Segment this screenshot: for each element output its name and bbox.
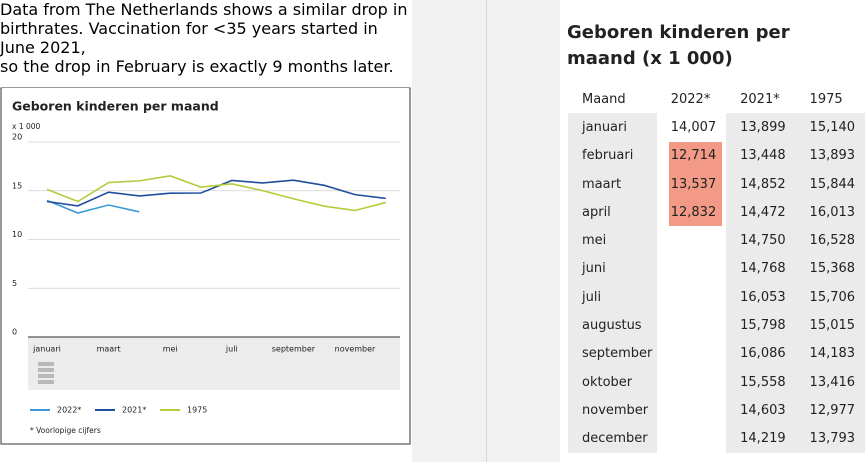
legend-label: 1975 — [187, 406, 207, 415]
y-tick-label: 5 — [12, 279, 17, 288]
value-cell — [656, 254, 727, 284]
month-cell: november — [568, 396, 657, 425]
table-row: oktober 15,558 13,416 — [568, 367, 865, 397]
legend-label: 2021* — [122, 406, 146, 415]
axis-band — [28, 337, 400, 390]
value-cell — [656, 396, 727, 425]
value-cell — [656, 226, 727, 255]
column-header: 1975 — [809, 91, 843, 107]
post-line: Data from The Netherlands shows a simila… — [0, 0, 408, 19]
post-line: so the drop in February is exactly 9 mon… — [0, 57, 394, 76]
series-line — [46, 175, 387, 212]
series-line — [46, 199, 140, 214]
table-row: april 12,832 14,472 16,013 — [568, 198, 865, 227]
table-row: januari 14,007 13,899 15,140 — [568, 113, 865, 142]
value-cell: 13,899 — [726, 113, 796, 142]
table-row: februari 12,714 13,448 13,893 — [568, 141, 865, 170]
table-title: Geboren kinderen per maand (x 1 000) — [567, 22, 790, 69]
left-page: Geboren kinderen per maand x 1 000 * Voo… — [0, 0, 412, 462]
value-cell — [656, 311, 727, 340]
value-cell: 13,416 — [795, 367, 865, 397]
value-cell: 16,053 — [726, 283, 796, 312]
value-cell — [656, 283, 727, 312]
month-cell: april — [568, 198, 657, 227]
logo — [38, 362, 54, 384]
table-row: november 14,603 12,977 — [568, 396, 865, 425]
y-tick-label: 15 — [12, 181, 22, 190]
x-tick-label: juli — [225, 345, 238, 354]
x-tick-label: maart — [97, 345, 121, 354]
value-cell: 13,537 — [656, 169, 727, 199]
month-cell: januari — [568, 113, 657, 142]
value-cell: 16,528 — [795, 226, 865, 255]
y-tick-label: 10 — [12, 230, 22, 239]
table-row: augustus 15,798 15,015 — [568, 311, 865, 340]
table-row: maart 13,537 14,852 15,844 — [568, 169, 865, 199]
month-cell: oktober — [568, 367, 657, 397]
legend-label: 2022* — [57, 406, 81, 415]
value-cell: 15,368 — [795, 254, 865, 284]
y-tick-label: 20 — [12, 133, 22, 142]
table-row: september 16,086 14,183 — [568, 339, 865, 368]
month-cell: juli — [568, 283, 657, 312]
value-cell: 15,140 — [795, 113, 865, 142]
value-cell — [656, 339, 727, 368]
value-cell: 14,219 — [726, 424, 796, 453]
value-cell: 15,558 — [726, 367, 796, 397]
value-cell: 13,448 — [726, 141, 796, 170]
value-cell: 15,015 — [795, 311, 865, 340]
x-tick-label: mei — [163, 345, 178, 354]
value-cell: 16,086 — [726, 339, 796, 368]
table-row: mei 14,750 16,528 — [568, 226, 865, 255]
series-line — [46, 179, 386, 207]
chart-title: Geboren kinderen per maand — [12, 99, 219, 114]
page-divider — [486, 0, 487, 462]
month-cell: mei — [568, 226, 657, 255]
table: Maand 2022* 2021* 1975 januari 14,007 13,899 15… — [568, 85, 865, 453]
month-cell: februari — [568, 141, 657, 170]
y-unit: x 1 000 — [12, 122, 41, 131]
post-line: birthrates. Vaccination for <35 years st… — [0, 19, 378, 57]
value-cell: 14,603 — [726, 396, 796, 425]
chart: Geboren kinderen per maand x 1 000 * Voo… — [0, 87, 411, 445]
x-tick-label: november — [335, 345, 376, 354]
x-tick-label: januari — [32, 345, 61, 354]
footnote: * Voorlopige cijfers — [30, 426, 101, 435]
month-cell: september — [568, 339, 657, 368]
value-cell: 15,844 — [795, 169, 865, 199]
month-cell: december — [568, 424, 657, 453]
chart-frame — [0, 87, 411, 445]
value-cell: 14,750 — [726, 226, 796, 255]
value-cell: 15,798 — [726, 311, 796, 340]
table-row: december 14,219 13,793 — [568, 424, 865, 453]
value-cell: 14,183 — [795, 339, 865, 368]
month-cell: juni — [568, 254, 657, 284]
month-cell: maart — [568, 169, 657, 199]
value-cell: 14,768 — [726, 254, 796, 284]
value-cell — [656, 367, 727, 397]
column-header: 2022* — [670, 91, 711, 107]
value-cell — [656, 424, 727, 453]
value-cell: 14,007 — [656, 113, 727, 142]
value-cell: 12,714 — [656, 141, 727, 170]
table-row: juli 16,053 15,706 — [568, 283, 865, 312]
column-header: 2021* — [740, 91, 780, 107]
value-cell: 13,793 — [795, 424, 865, 453]
header-row: Maand 2022* 2021* 1975 — [568, 85, 865, 113]
value-cell: 15,706 — [795, 283, 865, 312]
right-page: Geboren kinderen per maand (x 1 000) Maa… — [560, 0, 865, 462]
frame-gap — [2, 88, 409, 90]
column-header: Maand — [582, 91, 626, 107]
x-tick-label: september — [272, 345, 316, 354]
value-cell: 12,977 — [795, 396, 865, 425]
value-cell: 16,013 — [795, 198, 865, 227]
value-cell: 12,832 — [656, 198, 727, 227]
month-cell: augustus — [568, 311, 657, 340]
table-row: juni 14,768 15,368 — [568, 254, 865, 284]
value-cell: 14,852 — [726, 169, 796, 199]
value-cell: 13,893 — [795, 141, 865, 170]
value-cell: 14,472 — [726, 198, 796, 227]
y-tick-label: 0 — [12, 328, 17, 337]
